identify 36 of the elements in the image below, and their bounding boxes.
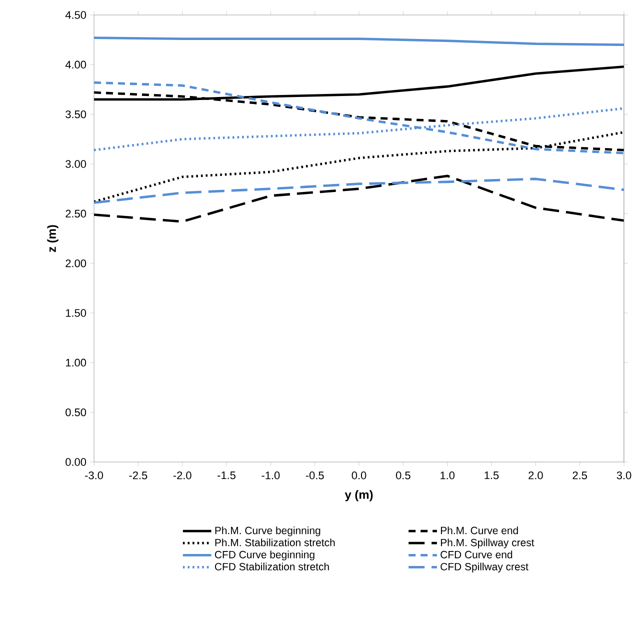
x-tick-label: 1.0 xyxy=(440,472,455,480)
y-tick-label: 1.50 xyxy=(66,309,86,317)
x-axis-title: y (m) xyxy=(344,490,373,502)
y-tick-label: 2.50 xyxy=(66,210,86,218)
legend-label: CFD Stabilization stretch xyxy=(214,562,329,570)
line-series xyxy=(94,178,624,204)
x-tick-label: -1.0 xyxy=(262,472,280,480)
x-tick-label: 3.0 xyxy=(616,472,632,480)
x-tick-label: -0.5 xyxy=(306,472,324,480)
x-tick-label: 0.5 xyxy=(396,472,410,480)
x-tick-label: -3.0 xyxy=(85,472,104,480)
x-tick-label: -1.5 xyxy=(218,472,236,480)
legend-label: Ph.M. Spillway crest xyxy=(440,538,534,548)
y-tick-label: 3.50 xyxy=(66,110,86,118)
y-tick-label: 0.00 xyxy=(66,458,86,466)
y-tick-label: 2.00 xyxy=(66,259,86,268)
y-tick-label: 4.50 xyxy=(65,11,86,19)
legend-label: Ph.M. Curve end xyxy=(440,526,518,534)
x-tick-label: 1.5 xyxy=(484,472,499,480)
line-series xyxy=(94,81,624,154)
x-tick-label: -2.5 xyxy=(129,472,148,480)
legend-label: Ph.M. Curve beginning xyxy=(215,526,320,536)
line-series xyxy=(94,174,624,223)
y-tick-label: 0.50 xyxy=(66,408,86,416)
y-tick-label: 1.00 xyxy=(66,358,86,367)
legend-label: CFD Curve end xyxy=(440,550,512,558)
legend-label: CFD Curve beginning xyxy=(214,550,314,560)
y-axis-title: z (m) xyxy=(47,225,58,252)
x-tick-label: 2.5 xyxy=(572,472,587,480)
x-tick-label: 2.0 xyxy=(528,472,543,480)
y-tick-label: 3.00 xyxy=(66,160,86,168)
x-tick-label: -2.0 xyxy=(173,472,192,480)
legend-label: Ph.M. Stabilization stretch xyxy=(215,538,335,546)
legend-label: CFD Spillway crest xyxy=(440,562,528,572)
y-tick-label: 4.00 xyxy=(65,60,86,69)
x-tick-label: 0.0 xyxy=(352,472,366,480)
